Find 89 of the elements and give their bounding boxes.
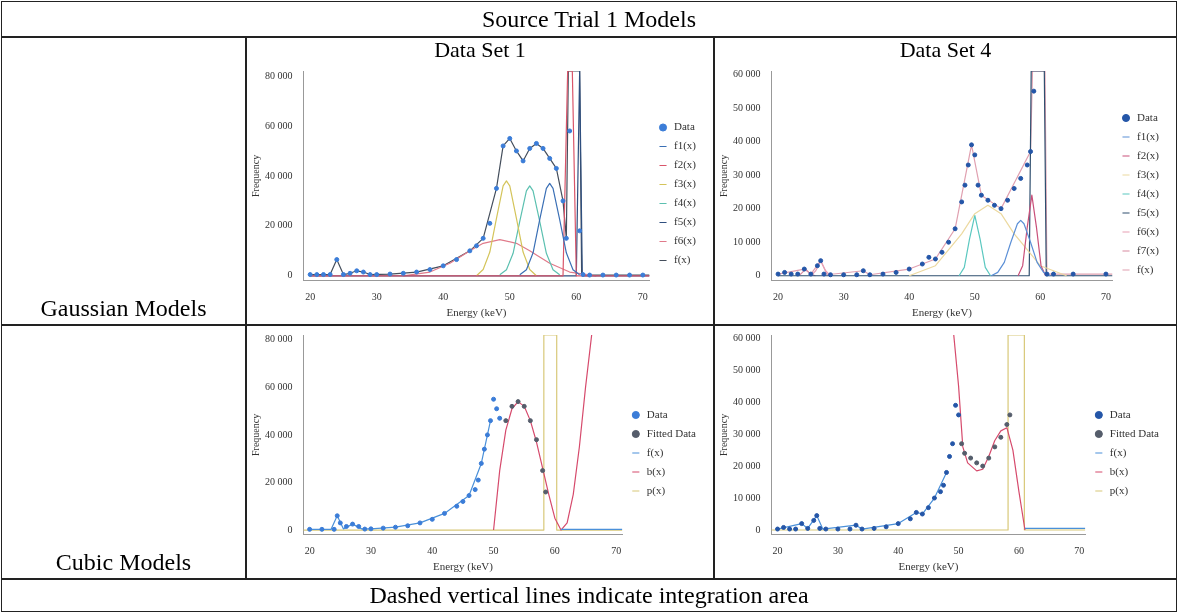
y-tick-label: 60 000 — [265, 119, 293, 131]
y-tick-label: 30 000 — [733, 427, 761, 439]
y-tick-label: 20 000 — [733, 459, 761, 471]
x-tick-label: 60 — [1013, 545, 1024, 557]
legend-label: Fitted Data — [1109, 426, 1160, 439]
x-tick-label: 50 — [488, 545, 499, 557]
legend-label: f3(x) — [1137, 167, 1160, 181]
x-tick-label: 60 — [571, 291, 582, 303]
x-tick-label: 60 — [1035, 291, 1046, 303]
legend-label: Data — [646, 407, 668, 420]
x-axis-title: Energy (keV) — [912, 306, 973, 320]
y-axis-title: Frequency — [717, 154, 729, 198]
legend-label: f4(x) — [1137, 186, 1160, 200]
y-tick-label: 0 — [755, 269, 761, 281]
x-axis-title: Energy (keV) — [898, 560, 959, 574]
legend-label: f5(x) — [1137, 205, 1160, 219]
x-tick-label: 20 — [772, 545, 783, 557]
legend-label: p(x) — [1109, 483, 1129, 497]
y-axis-title: Frequency — [249, 154, 261, 198]
x-tick-label: 40 — [904, 291, 915, 303]
y-tick-label: 0 — [287, 523, 293, 535]
y-tick-label: 30 000 — [733, 168, 761, 180]
x-tick-label: 70 — [1074, 545, 1085, 557]
x-tick-label: 30 — [365, 545, 376, 557]
y-tick-label: 40 000 — [733, 135, 761, 147]
chart-title: Data Set 4 — [899, 37, 992, 62]
x-axis-title: Energy (keV) — [446, 306, 507, 320]
y-axis-title: Frequency — [249, 413, 261, 457]
y-tick-label: 80 000 — [265, 69, 293, 81]
y-tick-label: 20 000 — [733, 202, 761, 214]
text: Source Trial 1 Models — [1, 1, 1177, 37]
legend-label: f7(x) — [1137, 243, 1160, 257]
text: Gaussian Models — [1, 37, 246, 325]
x-tick-label: 70 — [637, 291, 648, 303]
y-tick-label: 10 000 — [733, 491, 761, 503]
legend-label: f5(x) — [674, 215, 697, 229]
y-tick-label: 50 000 — [733, 363, 761, 375]
y-tick-label: 0 — [287, 269, 293, 281]
y-tick-label: 50 000 — [733, 101, 761, 113]
y-tick-label: 60 000 — [265, 380, 293, 392]
legend-label: f(x) — [1137, 262, 1154, 276]
y-tick-label: 40 000 — [733, 395, 761, 407]
y-tick-label: 40 000 — [265, 428, 293, 440]
legend-label: f6(x) — [1137, 224, 1160, 238]
x-tick-label: 20 — [305, 291, 316, 303]
y-tick-label: 60 000 — [733, 67, 761, 79]
x-tick-label: 70 — [1100, 291, 1111, 303]
x-tick-label: 40 — [427, 545, 438, 557]
legend-label: b(x) — [1109, 464, 1129, 478]
y-tick-label: 20 000 — [265, 219, 293, 231]
y-tick-label: 80 000 — [265, 333, 293, 345]
legend-label: Data — [674, 120, 695, 133]
x-tick-label: 50 — [969, 291, 980, 303]
x-tick-label: 20 — [773, 291, 784, 303]
legend-label: b(x) — [646, 464, 666, 478]
x-tick-label: 50 — [504, 291, 515, 303]
text: Cubic Models — [1, 325, 246, 579]
legend-label: f1(x) — [1137, 129, 1160, 143]
chart-title: Data Set 1 — [434, 37, 526, 62]
y-tick-label: 40 000 — [265, 169, 293, 181]
y-tick-label: 10 000 — [733, 235, 761, 247]
x-tick-label: 20 — [304, 545, 315, 557]
x-tick-label: 70 — [611, 545, 622, 557]
x-tick-label: 40 — [438, 291, 449, 303]
legend-label: Fitted Data — [646, 426, 697, 439]
x-tick-label: 60 — [549, 545, 560, 557]
legend-label: f6(x) — [674, 234, 697, 248]
x-tick-label: 30 — [371, 291, 382, 303]
legend-label: Data — [1137, 110, 1158, 123]
y-tick-label: 0 — [755, 523, 761, 535]
legend-label: f2(x) — [674, 158, 697, 172]
x-tick-label: 30 — [838, 291, 849, 303]
legend-label: f3(x) — [674, 177, 697, 191]
x-tick-label: 30 — [832, 545, 843, 557]
legend-label: f(x) — [646, 445, 664, 459]
text: Dashed vertical lines indicate integration area — [1, 579, 1177, 612]
legend-label: f2(x) — [1137, 148, 1160, 162]
x-tick-label: 40 — [893, 545, 904, 557]
legend-label: Data — [1109, 407, 1131, 420]
legend-label: p(x) — [646, 483, 666, 497]
x-axis-title: Energy (keV) — [432, 560, 494, 574]
y-tick-label: 20 000 — [265, 476, 293, 488]
y-axis-title: Frequency — [717, 413, 729, 457]
x-tick-label: 50 — [953, 545, 964, 557]
y-tick-label: 60 000 — [733, 331, 761, 343]
legend-label: f(x) — [674, 253, 691, 267]
legend-label: f(x) — [1109, 445, 1127, 459]
legend-label: f1(x) — [674, 139, 697, 153]
legend-label: f4(x) — [674, 196, 697, 210]
